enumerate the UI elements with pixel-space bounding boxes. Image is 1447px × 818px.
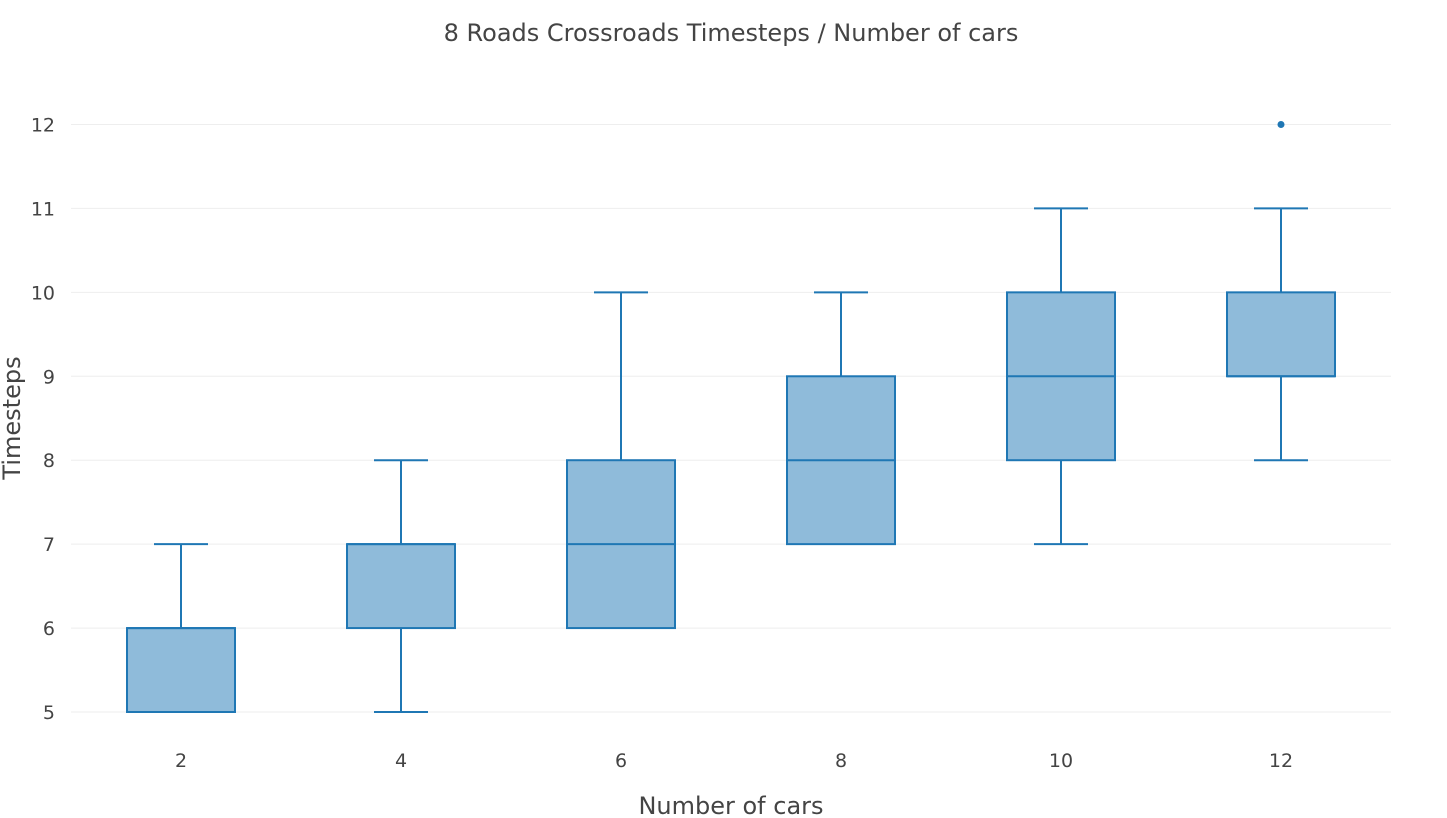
box-10 xyxy=(1006,207,1116,546)
box-6 xyxy=(566,291,676,630)
y-tick-label: 11 xyxy=(31,198,55,220)
iqr-box xyxy=(126,627,236,714)
grid-lines xyxy=(71,123,1391,713)
y-tick-label: 5 xyxy=(43,702,55,724)
outlier-point xyxy=(1277,120,1285,128)
y-tick-label: 12 xyxy=(31,114,55,136)
x-tick-label: 10 xyxy=(1049,750,1073,772)
y-tick-label: 9 xyxy=(43,366,55,388)
y-tick-label: 10 xyxy=(31,282,55,304)
box-12 xyxy=(1226,120,1336,462)
y-tick-label: 6 xyxy=(43,618,55,640)
y-axis-ticks: 5 6 7 8 9 10 11 12 xyxy=(31,114,55,724)
box-2 xyxy=(126,543,236,714)
x-tick-label: 6 xyxy=(615,750,627,772)
x-tick-label: 4 xyxy=(395,750,407,772)
y-tick-label: 8 xyxy=(43,450,55,472)
box-4 xyxy=(346,459,456,713)
x-tick-label: 2 xyxy=(175,750,187,772)
box-8 xyxy=(786,291,896,546)
x-axis-ticks: 2 4 6 8 10 12 xyxy=(175,750,1293,772)
iqr-box xyxy=(346,543,456,630)
y-tick-label: 7 xyxy=(43,534,55,556)
y-axis-title: Timesteps xyxy=(0,356,26,480)
x-axis-title: Number of cars xyxy=(638,792,823,818)
x-tick-label: 12 xyxy=(1269,750,1293,772)
iqr-box xyxy=(1226,291,1336,378)
chart-title: 8 Roads Crossroads Timesteps / Number of… xyxy=(444,19,1019,47)
x-tick-label: 8 xyxy=(835,750,847,772)
box-series xyxy=(126,120,1336,714)
